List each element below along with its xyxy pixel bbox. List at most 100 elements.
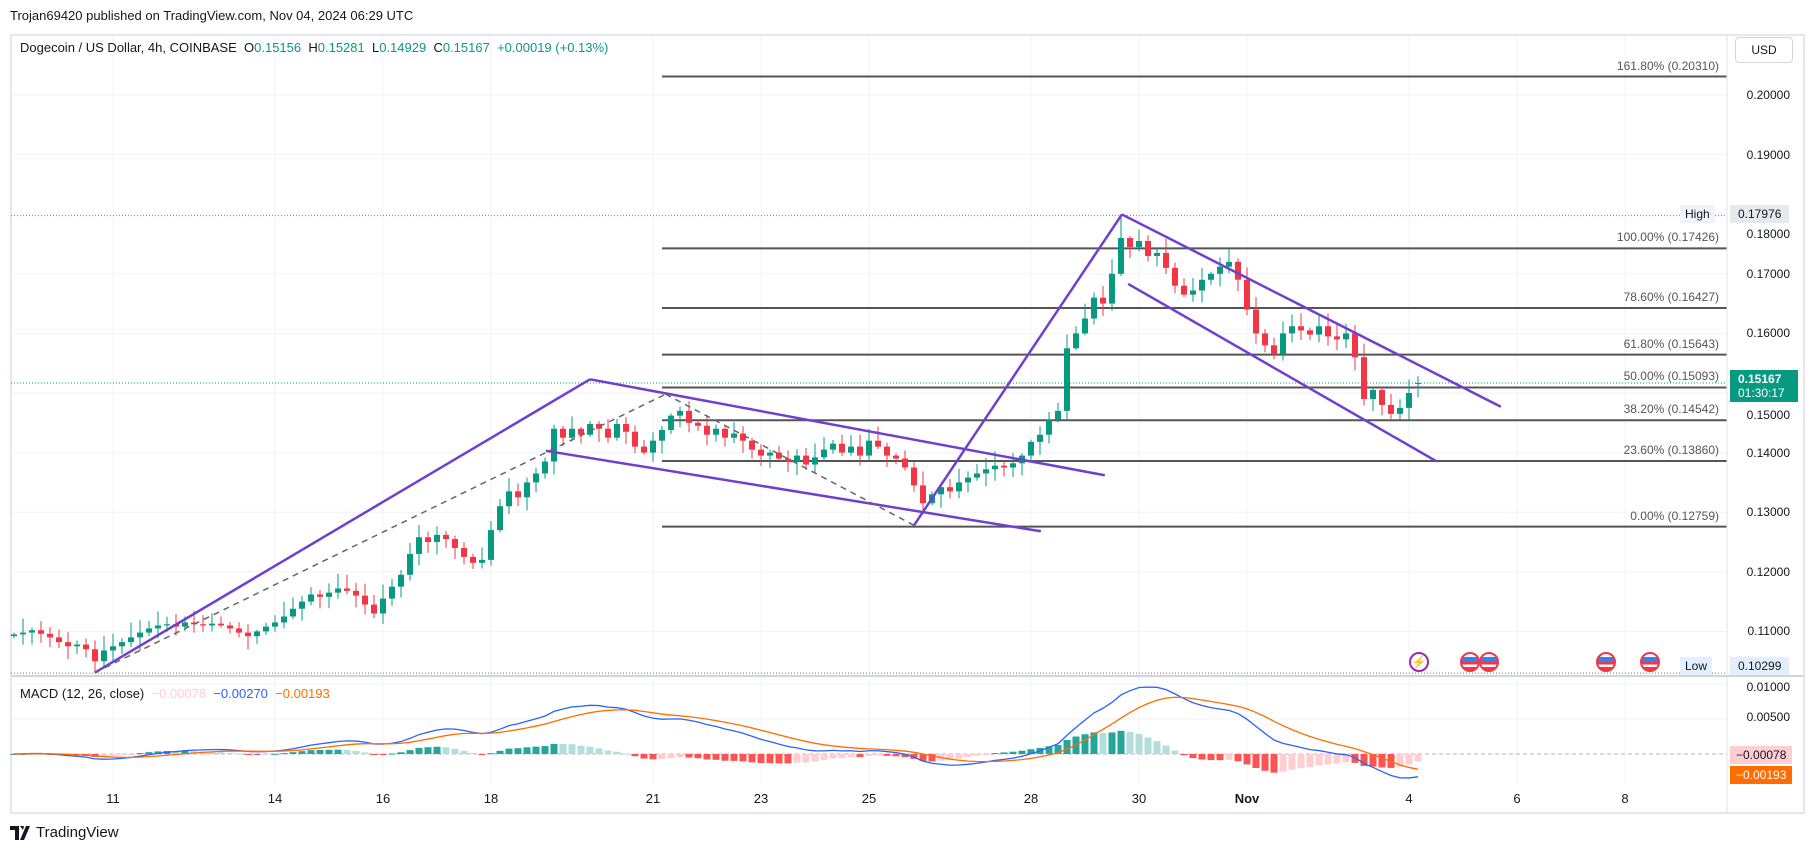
- macd-histogram-bar: [217, 752, 225, 754]
- candle-body: [1091, 297, 1097, 319]
- candle-body: [704, 425, 710, 435]
- candle-body: [461, 547, 467, 557]
- candle: [875, 426, 881, 450]
- candle: [821, 437, 827, 463]
- candle-body: [1379, 390, 1385, 405]
- macd-histogram-bar: [829, 754, 837, 759]
- macd-histogram-bar: [1234, 754, 1242, 762]
- trendline-flag-upper[interactable]: [589, 378, 1106, 477]
- us-flag-event-icon[interactable]: [1479, 652, 1499, 672]
- macd-title: MACD (12, 26, close): [20, 686, 145, 701]
- trendline-impulse-2[interactable]: [912, 213, 1123, 527]
- candle: [947, 478, 953, 499]
- candle-body: [299, 601, 305, 609]
- candle: [1037, 426, 1043, 455]
- candle: [11, 632, 17, 638]
- current-price: 0.15167: [1738, 372, 1782, 386]
- candle-body: [542, 461, 548, 474]
- macd-histogram-bar: [1306, 754, 1314, 768]
- macd-histogram-bar: [1180, 754, 1188, 756]
- candle-body: [758, 449, 764, 456]
- candle-body: [1199, 279, 1205, 291]
- grid: [11, 36, 1727, 785]
- candle-body: [1127, 238, 1133, 247]
- macd-histogram-bar: [307, 750, 315, 754]
- us-flag-event-icon[interactable]: [1596, 652, 1616, 672]
- lightning-event-icon[interactable]: ⚡: [1409, 652, 1429, 672]
- macd-histogram-bar: [235, 753, 243, 755]
- candle: [1190, 278, 1196, 302]
- candle-body: [1298, 326, 1304, 331]
- currency-button[interactable]: USD: [1735, 37, 1793, 63]
- candle: [758, 444, 764, 467]
- macd-histogram-bar: [145, 752, 153, 754]
- candle-body: [110, 646, 116, 651]
- candle-body: [335, 588, 341, 593]
- candle: [263, 622, 269, 635]
- candle-body: [632, 431, 638, 447]
- date-tick: 28: [1023, 791, 1039, 806]
- date-tick: 30: [1131, 791, 1147, 806]
- candle-body: [677, 410, 683, 416]
- candle: [92, 640, 98, 674]
- candle-body: [1181, 285, 1187, 295]
- macd-histogram-bar: [361, 752, 369, 754]
- candle: [794, 449, 800, 476]
- us-flag-event-icon[interactable]: [1460, 652, 1480, 672]
- candle: [344, 574, 350, 595]
- candle-body: [767, 452, 773, 456]
- trendline-channel-upper[interactable]: [1121, 213, 1502, 408]
- candle-body: [488, 530, 494, 560]
- candle: [713, 424, 719, 442]
- macd-histogram-bar: [613, 751, 621, 754]
- candle-body: [191, 622, 197, 625]
- macd-histogram-bar: [1153, 741, 1161, 754]
- candle: [1253, 296, 1259, 344]
- candle-body: [281, 616, 287, 623]
- macd-histogram-bar: [109, 754, 117, 756]
- candle: [938, 483, 944, 508]
- fib-retracement[interactable]: [662, 75, 1727, 528]
- symbol-title: Dogecoin / US Dollar, 4h, COINBASE: [20, 40, 237, 55]
- low-value: 0.14929: [379, 40, 427, 55]
- candle-body: [713, 428, 719, 435]
- fib-level-label: 100.00% (0.17426): [1616, 230, 1719, 245]
- trendline-impulse-1[interactable]: [94, 378, 591, 674]
- trendline-channel-lower[interactable]: [1127, 282, 1438, 463]
- candle-body: [1271, 345, 1277, 355]
- low-value-tag: 0.10299: [1730, 657, 1790, 675]
- candle-body: [308, 594, 314, 602]
- candle: [326, 583, 332, 609]
- date-tick: 21: [645, 791, 661, 806]
- macd-histogram-bar: [991, 753, 999, 755]
- us-flag-event-icon[interactable]: [1640, 652, 1660, 672]
- macd-histogram-bar: [856, 754, 864, 758]
- macd-histogram-bar: [316, 749, 324, 754]
- candle: [776, 445, 782, 461]
- macd-histogram-bar: [118, 754, 126, 756]
- date-tick: 18: [483, 791, 499, 806]
- trendline-fib-leg-1[interactable]: [94, 393, 666, 674]
- macd-histogram-bar: [676, 754, 684, 758]
- macd-histogram-bar: [766, 754, 774, 764]
- trendline-flag-lower[interactable]: [545, 449, 1042, 533]
- candle: [605, 419, 611, 443]
- macd-histogram-bar: [1288, 754, 1296, 770]
- macd-histogram-bar: [1297, 754, 1305, 769]
- candle-body: [821, 449, 827, 458]
- macd-histogram-bar: [10, 754, 18, 755]
- candle: [1199, 267, 1205, 303]
- tradingview-logo[interactable]: TradingView: [10, 824, 119, 841]
- macd-histogram-bar: [298, 751, 306, 754]
- candle-body: [128, 637, 134, 643]
- candle: [74, 640, 80, 655]
- macd-hist-value: −0.00078: [151, 686, 207, 701]
- candle-body: [911, 467, 917, 486]
- date-tick: 23: [753, 791, 769, 806]
- price-tick: 0.14000: [1746, 445, 1790, 460]
- candle-body: [236, 628, 242, 633]
- trendline-fib-leg-2[interactable]: [665, 393, 915, 526]
- macd-histogram-bar: [838, 754, 846, 758]
- macd-histogram-bar: [1162, 745, 1170, 754]
